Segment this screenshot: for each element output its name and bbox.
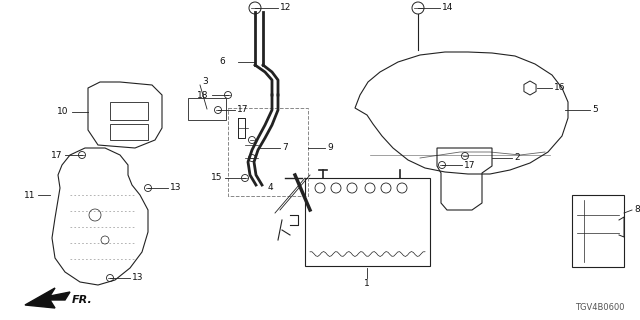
Text: 11: 11: [24, 190, 35, 199]
Polygon shape: [25, 288, 70, 308]
Text: 15: 15: [211, 173, 222, 182]
Bar: [110, 124, 148, 140]
Text: 18: 18: [196, 91, 208, 100]
Bar: [572, 195, 624, 267]
Text: 1: 1: [364, 279, 370, 289]
Text: 17: 17: [464, 161, 476, 170]
Text: 13: 13: [170, 183, 182, 193]
Text: 17: 17: [51, 150, 62, 159]
Text: 17: 17: [237, 106, 248, 115]
Text: 10: 10: [56, 108, 68, 116]
Text: 12: 12: [280, 4, 291, 12]
Text: 7: 7: [282, 143, 288, 153]
Text: 4: 4: [268, 183, 274, 193]
Text: 14: 14: [442, 4, 453, 12]
Bar: [188, 98, 226, 120]
Text: 3: 3: [202, 77, 208, 86]
Text: TGV4B0600: TGV4B0600: [575, 303, 625, 312]
Text: 6: 6: [220, 58, 225, 67]
Text: 2: 2: [514, 154, 520, 163]
Text: 9: 9: [327, 143, 333, 153]
Text: FR.: FR.: [72, 295, 93, 305]
Bar: [228, 108, 308, 196]
Text: 16: 16: [554, 84, 566, 92]
Bar: [110, 102, 148, 120]
Text: 5: 5: [592, 106, 598, 115]
Text: 8: 8: [634, 205, 640, 214]
Text: 13: 13: [132, 274, 143, 283]
Bar: [305, 178, 430, 266]
